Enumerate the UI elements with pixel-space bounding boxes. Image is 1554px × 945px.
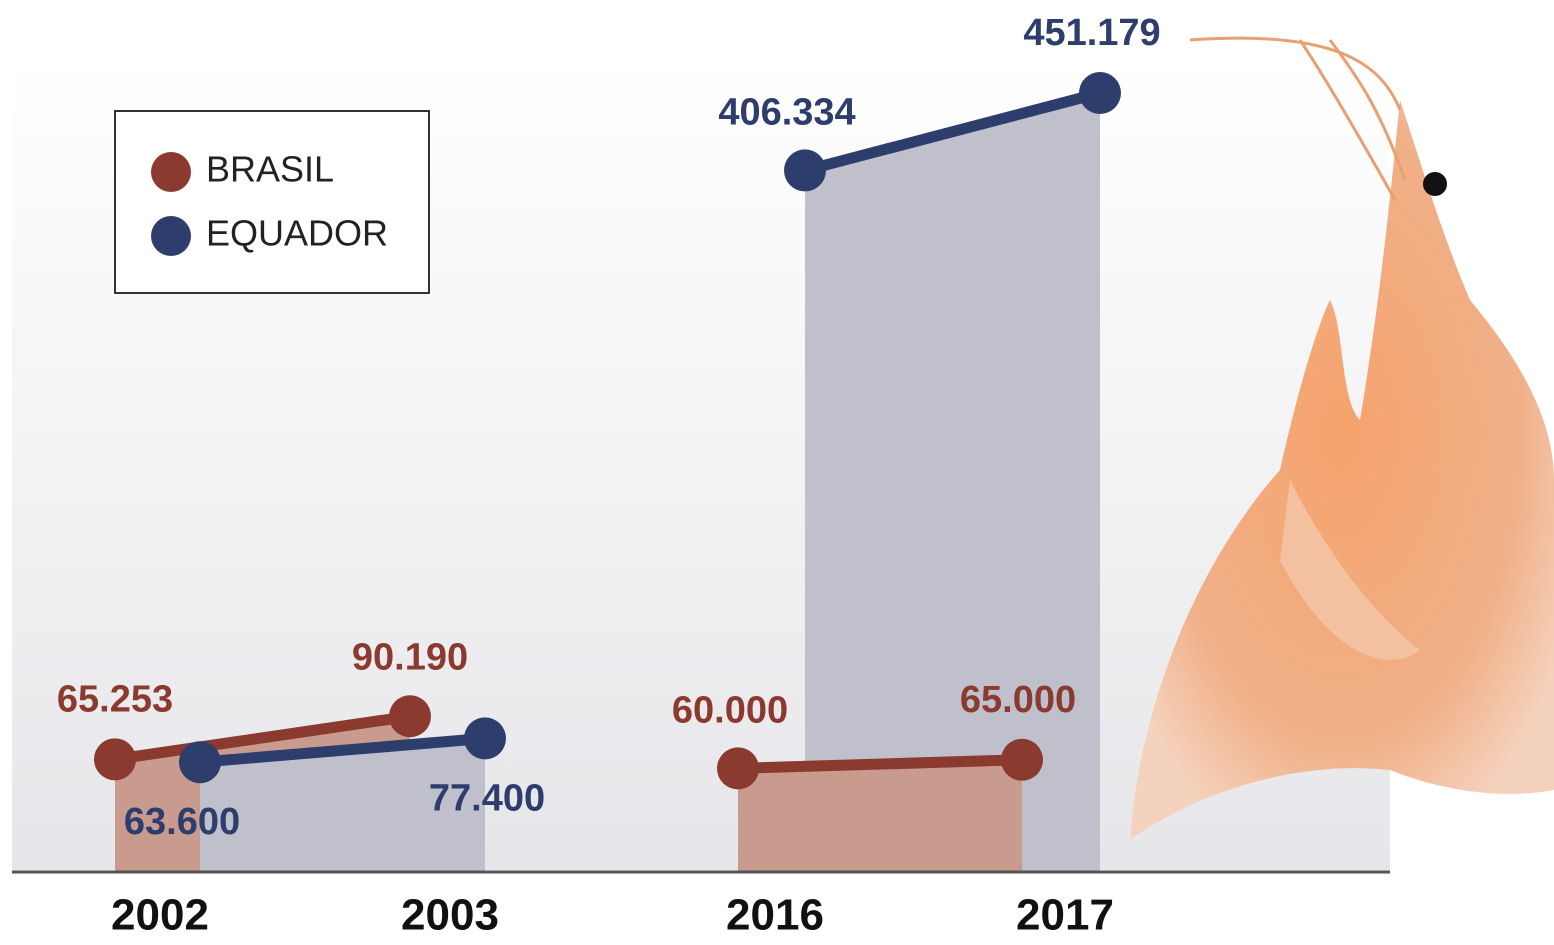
shrimp-eye: [1423, 172, 1447, 196]
x-tick-label: 2016: [726, 891, 824, 940]
area: [738, 760, 1022, 872]
point: [784, 149, 826, 191]
legend-marker: [151, 152, 191, 192]
value-label: 63.600: [124, 801, 240, 843]
point: [94, 738, 136, 780]
point: [389, 695, 431, 737]
value-label: 406.334: [718, 91, 855, 133]
page: {"chart_data": {"type": "line", "categor…: [0, 0, 1554, 945]
point: [464, 717, 506, 759]
value-label: 77.400: [429, 777, 545, 819]
legend: [115, 111, 429, 293]
value-label: 90.190: [352, 636, 468, 678]
legend-label: BRASIL: [206, 149, 334, 190]
x-tick-label: 2002: [111, 891, 209, 940]
x-tick-label: 2017: [1016, 891, 1114, 940]
point: [717, 747, 759, 789]
point: [179, 741, 221, 783]
chart: 65.253 90.190 60.000 65.000 63.600 77.400 406.…: [0, 0, 1554, 945]
value-label: 65.000: [960, 679, 1076, 721]
value-label: 451.179: [1023, 12, 1160, 54]
point: [1001, 739, 1043, 781]
legend-marker: [151, 216, 191, 256]
value-label: 65.253: [57, 678, 173, 720]
legend-label: EQUADOR: [206, 213, 388, 254]
point: [1079, 72, 1121, 114]
value-label: 60.000: [672, 689, 788, 731]
x-tick-label: 2003: [401, 891, 499, 940]
area: [805, 93, 1100, 872]
